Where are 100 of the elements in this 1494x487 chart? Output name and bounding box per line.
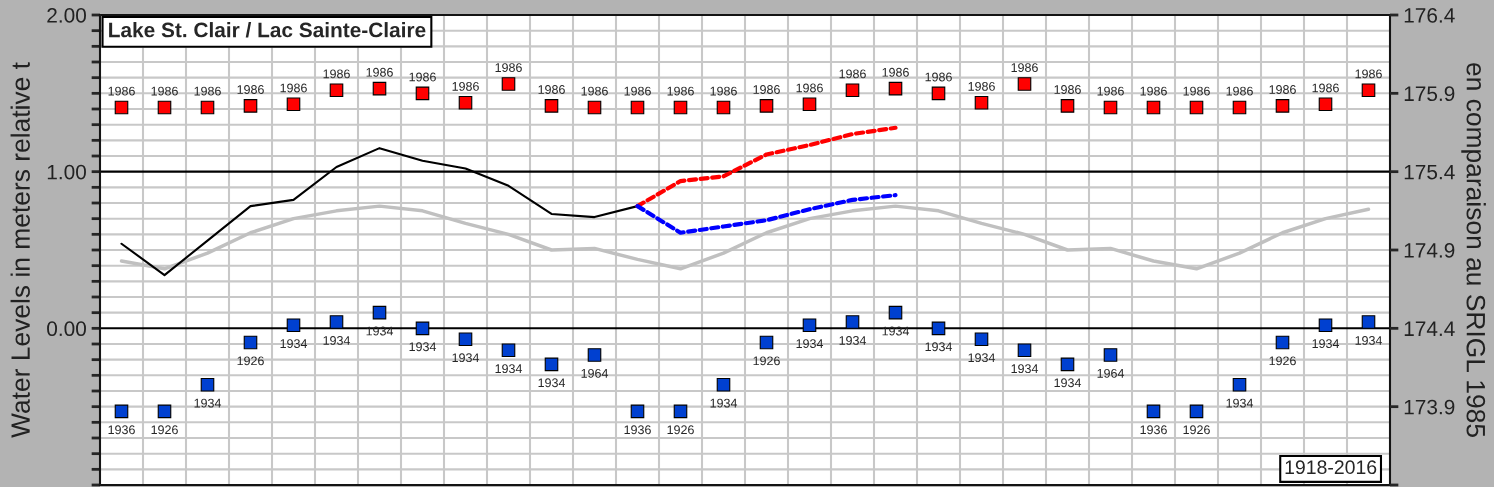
point xyxy=(587,348,602,362)
point xyxy=(1361,83,1376,98)
annotation: 1926 xyxy=(151,425,178,435)
annotation: 1986 xyxy=(667,86,694,96)
annotation: 1986 xyxy=(151,86,178,96)
annotation: 1934 xyxy=(1054,378,1082,388)
point xyxy=(802,97,817,112)
point xyxy=(329,83,344,98)
annotation: 1986 xyxy=(753,85,780,94)
point xyxy=(1232,377,1247,392)
annotation: 1926 xyxy=(667,425,694,435)
point xyxy=(200,377,215,392)
point xyxy=(286,318,301,333)
point xyxy=(243,335,258,350)
annotation: 1986 xyxy=(581,86,608,96)
annotation: 1986 xyxy=(108,86,135,96)
annotation: 1934 xyxy=(538,378,566,388)
line-series xyxy=(635,193,898,235)
point xyxy=(1017,343,1032,358)
annotation: 1926 xyxy=(237,356,264,366)
point xyxy=(759,335,774,350)
point xyxy=(458,332,473,347)
annotation: 1986 xyxy=(237,85,264,94)
point xyxy=(1361,315,1376,329)
annotation: 1926 xyxy=(1183,425,1210,435)
annotation: 1986 xyxy=(1183,86,1210,96)
point xyxy=(243,99,258,113)
point xyxy=(544,357,559,372)
annotation: 1986 xyxy=(968,81,995,91)
annotation: 1986 xyxy=(925,72,952,82)
y2-tick-label: 174.9 xyxy=(1404,243,1455,258)
annotation: 1934 xyxy=(1312,339,1340,348)
annotation: 1986 xyxy=(1011,63,1038,73)
point xyxy=(974,95,989,110)
annotation: 1934 xyxy=(323,336,351,345)
point xyxy=(1017,77,1032,91)
point xyxy=(931,86,946,101)
annotation: 1986 xyxy=(1269,85,1296,94)
point xyxy=(1103,348,1118,362)
point xyxy=(544,99,559,113)
annotation: 1986 xyxy=(1226,86,1253,96)
point xyxy=(329,315,344,329)
annotation: 1986 xyxy=(710,86,737,96)
point xyxy=(114,404,129,419)
point xyxy=(1275,99,1290,113)
annotation: 1934 xyxy=(1011,364,1039,374)
y2-axis-title: en comparaison au SRIGL 1985 xyxy=(1461,63,1486,437)
annotation: 1934 xyxy=(280,339,308,348)
annotation: 1934 xyxy=(1355,336,1383,345)
point xyxy=(673,404,688,419)
point xyxy=(845,315,860,329)
annotation: 1986 xyxy=(882,67,909,77)
annotation: 1986 xyxy=(839,69,866,79)
point xyxy=(415,86,430,101)
annotation: 1986 xyxy=(366,67,393,77)
annotation: 1964 xyxy=(581,368,609,378)
y2-tick-label: 176.4 xyxy=(1404,8,1455,23)
annotation: 1934 xyxy=(409,342,437,352)
point xyxy=(630,404,645,419)
point xyxy=(888,81,903,96)
point xyxy=(1189,404,1204,419)
annotation: 1986 xyxy=(1097,86,1124,96)
point xyxy=(845,83,860,98)
y-tick-label: 2.00 xyxy=(47,8,86,23)
y2-tick-label: 175.9 xyxy=(1404,86,1455,102)
annotation: 1934 xyxy=(495,364,523,374)
annotation: 1934 xyxy=(968,353,996,363)
point xyxy=(802,318,817,333)
annotation: 1986 xyxy=(280,83,307,93)
annotation: 1986 xyxy=(194,86,221,96)
annotation: 1934 xyxy=(452,353,480,363)
point xyxy=(501,343,516,358)
point xyxy=(759,99,774,113)
y-axis-title: Water Levels in meters relative t xyxy=(10,62,30,438)
y2-tick-label: 175.4 xyxy=(1404,164,1455,180)
annotation: 1926 xyxy=(753,356,780,366)
point xyxy=(1103,100,1118,115)
point xyxy=(888,305,903,320)
annotation: 1934 xyxy=(796,339,824,348)
point xyxy=(157,404,172,419)
point xyxy=(716,100,731,115)
annotation: 1936 xyxy=(108,425,135,435)
annotation: 1986 xyxy=(624,86,651,96)
point xyxy=(716,377,731,392)
annotation: 1986 xyxy=(495,63,522,73)
point xyxy=(974,332,989,347)
y2-tick-label: 174.4 xyxy=(1404,321,1455,336)
point xyxy=(286,97,301,112)
line-series xyxy=(635,125,898,209)
point xyxy=(587,100,602,115)
point xyxy=(931,321,946,336)
point xyxy=(1146,100,1161,115)
annotation: 1934 xyxy=(710,398,738,408)
annotation: 1934 xyxy=(839,336,867,345)
annotation: 1934 xyxy=(366,326,394,336)
annotation: 1986 xyxy=(1312,83,1339,93)
point xyxy=(1232,100,1247,115)
point xyxy=(415,321,430,336)
annotation: 1934 xyxy=(1226,398,1254,408)
point xyxy=(1318,318,1333,333)
